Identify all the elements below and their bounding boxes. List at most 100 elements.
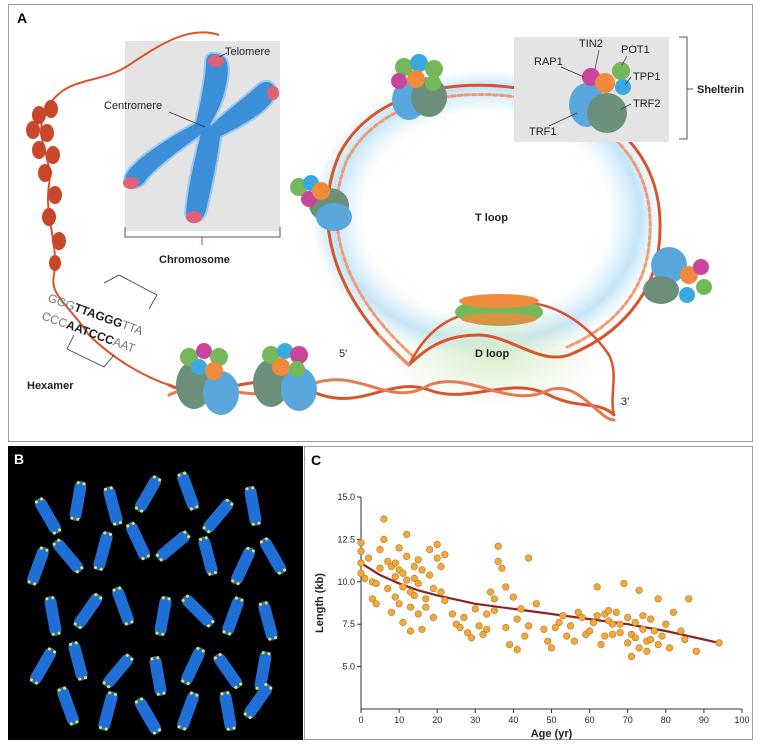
data-point [429,613,437,621]
data-point [399,569,407,577]
data-point [647,615,655,623]
chart-points [357,515,723,660]
chromosome [231,546,255,586]
data-point [681,635,689,644]
data-point [608,630,617,638]
data-point [490,607,498,615]
data-point [437,562,445,571]
data-point [612,608,620,616]
panel-c-scatter-chart: C 0 10 20 30 40 50 60 70 80 90 100 5.0 7.5 10.0 12.5 15… [304,446,753,740]
data-point [422,595,430,603]
data-point [437,588,445,596]
shelterin-complex-bottom-1 [176,343,239,415]
five-prime-label: 5′ [339,348,347,360]
data-point [666,644,674,652]
panel-b-label: B [14,451,24,467]
chromosome-x-shape [123,51,279,224]
chromosome [98,691,118,731]
data-point [631,634,639,642]
data-point [593,583,601,591]
data-point [364,554,373,562]
data-point [464,629,472,637]
data-point [521,632,529,640]
data-point [494,542,502,550]
fish-image: B [8,446,303,740]
data-point [368,595,376,603]
data-point [586,627,594,635]
chromosome [134,475,162,513]
data-point [418,566,426,574]
chromosome [222,596,244,636]
shelterin-complex-bottom-2 [253,343,317,411]
data-point [559,612,567,620]
data-point [605,607,613,615]
data-point [372,579,380,588]
data-point [441,551,449,559]
data-point [460,613,468,621]
data-point [540,625,548,633]
nucleosome-beads [26,100,66,271]
tpp1-label: TPP1 [633,71,661,83]
chromosome [177,691,199,731]
chromosome [258,601,278,641]
x-tick-label: 100 [734,715,749,725]
chromosome [93,531,113,571]
chromosome [219,691,237,731]
data-point [410,574,418,582]
data-point [467,634,476,642]
chromosome-spread [27,471,287,735]
telomere-structure-illustration: A Chromosome Telomere Centromere [17,10,744,422]
data-point [429,585,437,593]
data-point [502,583,510,591]
data-point [380,535,388,543]
chromosome [202,498,234,534]
data-point [494,557,502,565]
data-point [479,630,487,638]
chromosome [68,641,88,681]
panel-a-label: A [17,10,27,26]
chromosome [177,471,199,511]
data-point [643,647,651,655]
x-tick-label: 80 [661,715,671,725]
data-point [635,644,643,652]
data-point [418,625,426,633]
data-point [475,622,483,630]
telomere-label: Telomere [225,46,270,58]
data-point [532,600,540,608]
centromere-label: Centromere [104,100,162,112]
data-point [647,635,655,644]
three-prime-label: 3′ [621,396,629,408]
shelterin-complex-left [290,175,352,231]
data-point [380,515,388,523]
data-point [654,595,662,603]
data-point [669,608,678,616]
pot1-dloop-cluster [455,294,543,326]
data-point [384,557,392,565]
y-tick-label: 15.0 [337,492,355,502]
data-point [563,632,571,640]
chromosome-label: Chromosome [159,254,230,266]
data-point [410,591,418,599]
data-point [399,618,407,627]
data-point [570,637,579,645]
data-point [715,639,723,647]
data-point [387,608,396,616]
data-point [639,625,647,633]
chromosome [244,486,262,526]
chromosome [243,682,273,720]
data-point [627,652,636,660]
chromosome [103,486,123,526]
tin2-label: TIN2 [579,38,603,50]
data-point [498,564,506,572]
x-axis-label: Age (yr) [531,728,573,740]
chromosome [198,536,218,576]
chromosome [52,538,84,574]
panel-c-label: C [311,452,321,468]
data-point [509,593,517,601]
data-point [410,562,418,571]
data-point [517,605,525,613]
shelterin-label: Shelterin [697,84,744,96]
data-point [422,603,430,611]
data-point [357,539,365,547]
chromosome [73,592,103,630]
